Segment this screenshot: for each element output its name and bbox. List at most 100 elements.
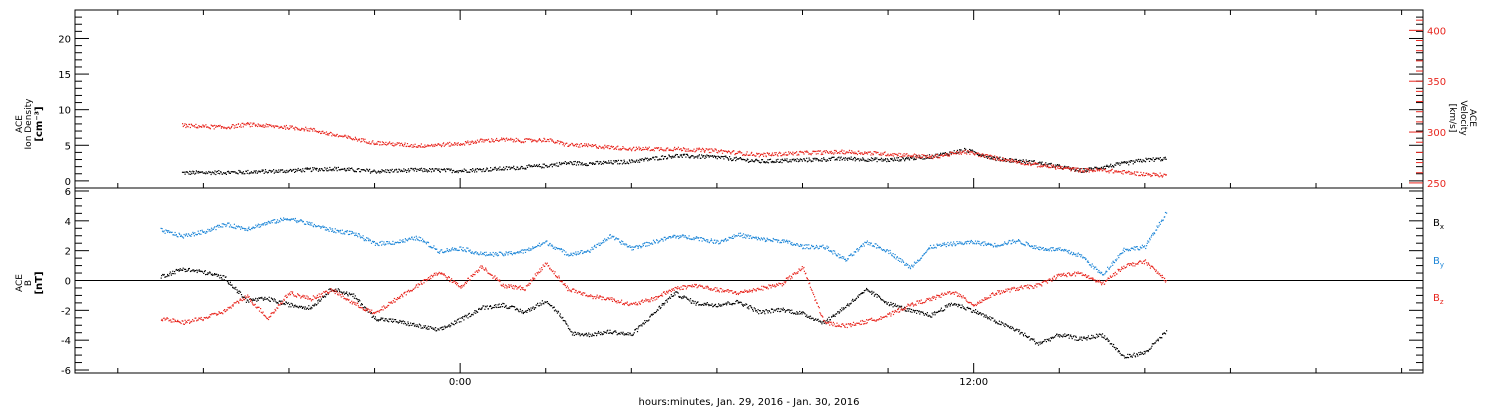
data-point [180,234,182,236]
data-point [1041,166,1043,168]
data-point [1081,339,1083,341]
data-point [232,287,234,289]
data-point [670,237,672,239]
data-point [1164,332,1166,334]
data-point [469,169,471,171]
data-point [478,168,480,170]
data-point [643,323,645,325]
data-point [529,309,531,311]
data-point [484,170,486,172]
data-point [322,169,324,171]
data-point [1165,158,1167,160]
data-point [1147,350,1149,353]
data-point [1088,167,1090,169]
data-point [530,165,532,167]
data-point [270,124,272,126]
data-point [1049,163,1051,165]
data-point [997,323,999,325]
data-point [664,236,666,238]
data-point [708,242,710,244]
data-point [932,314,934,316]
data-point [1032,339,1034,341]
data-point [812,160,814,162]
data-point [908,158,910,160]
data-point [184,123,186,125]
data-point [615,237,617,239]
data-point [433,170,435,172]
data-point [652,239,655,241]
data-point [944,309,946,311]
data-point [779,241,782,243]
data-point [1110,169,1112,171]
data-point [867,151,869,153]
data-point [198,126,200,128]
data-point [196,171,198,173]
data-point [470,143,472,145]
data-point [546,138,549,141]
data-point [1071,338,1073,340]
data-point [381,240,383,242]
data-point [527,309,529,311]
data-point [913,310,915,312]
data-point [504,168,506,170]
data-point [989,156,991,158]
data-point [540,166,542,168]
data-point [322,130,324,132]
data-point [1009,158,1012,160]
data-point [605,240,607,242]
data-point [974,153,976,156]
data-point [540,304,542,306]
data-point [323,170,325,172]
data-point [1063,167,1065,169]
data-point [794,312,796,314]
data-point [1036,166,1039,168]
data-point [191,124,193,126]
data-point [625,162,627,165]
data-point [890,304,892,306]
data-point [1097,168,1099,170]
data-point [466,247,468,249]
data-point [1089,169,1092,171]
data-point [543,167,545,169]
data-point [486,168,489,170]
data-point [605,146,608,148]
data-point [531,141,533,143]
data-point [1096,170,1098,172]
data-point [786,160,788,162]
data-point [420,143,422,145]
data-point [1164,333,1167,335]
data-point [1143,175,1145,177]
data-point [799,150,801,152]
data-point [416,146,418,148]
data-point [739,151,741,153]
data-point [299,169,301,171]
data-point [1132,354,1134,356]
data-point [422,238,424,240]
data-point [994,156,996,159]
data-point [349,168,352,170]
data-point [300,219,302,221]
data-point [893,157,896,159]
data-point [510,137,512,139]
bottom-panel-series [160,211,1168,359]
data-point [684,153,686,155]
data-point [683,147,685,150]
data-point [1005,323,1007,325]
data-point [533,247,535,249]
data-point [967,306,969,308]
data-point [443,251,446,253]
data-point [544,140,546,143]
data-point [942,155,944,157]
data-point [892,306,894,308]
data-point [460,246,462,248]
data-point [325,131,328,133]
data-point [806,151,808,153]
data-point [642,245,644,247]
data-point [440,327,442,329]
data-point [903,153,905,155]
data-point [743,159,745,161]
data-point [455,171,457,173]
data-point [501,168,503,170]
data-point [1090,167,1092,169]
data-point [573,252,575,254]
